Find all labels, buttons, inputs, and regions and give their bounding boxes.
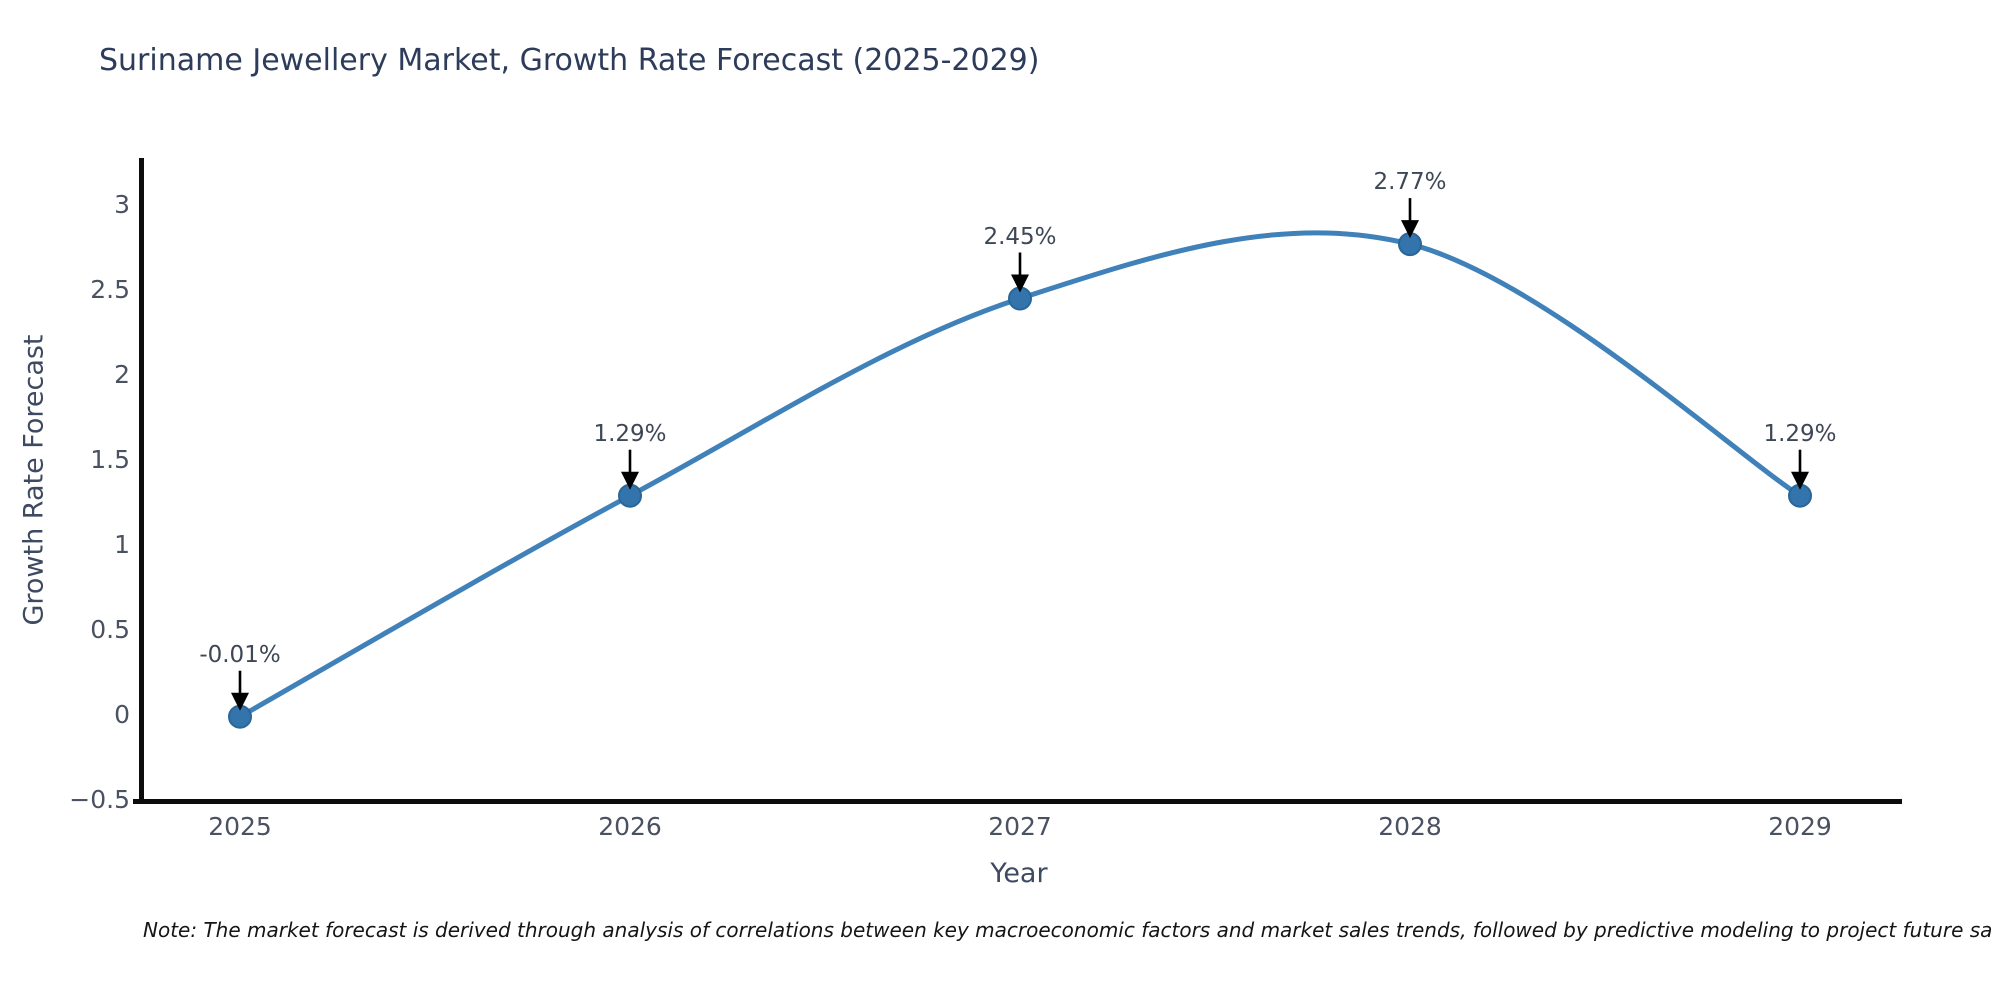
chart-title: Suriname Jewellery Market, Growth Rate F… (99, 43, 1040, 78)
x-tick-label: 2028 (1378, 812, 1442, 841)
y-tick-label: 1 (114, 530, 130, 559)
x-tick-label: 2026 (598, 812, 662, 841)
annotation-arrow-head (621, 471, 639, 490)
point-annotation-label: -0.01% (199, 641, 281, 668)
annotation-arrow-head (1401, 220, 1419, 239)
point-annotation-label: 2.45% (983, 223, 1057, 250)
y-tick-label: 3 (114, 190, 130, 219)
point-annotation-label: 2.77% (1373, 169, 1447, 196)
x-tick-label: 2029 (1768, 812, 1832, 841)
annotation-arrow-head (1791, 471, 1809, 490)
x-tick-label: 2027 (988, 812, 1052, 841)
y-tick-label: 2 (114, 360, 130, 389)
x-tick-label: 2025 (208, 812, 272, 841)
point-annotation-label: 1.29% (1763, 420, 1837, 447)
annotation-arrow-head (231, 692, 249, 711)
y-tick-label: 1.5 (90, 445, 130, 474)
y-tick-label: 0.5 (90, 615, 130, 644)
y-tick-label: −0.5 (69, 785, 130, 814)
footnote: Note: The market forecast is derived thr… (143, 918, 1993, 942)
y-tick-label: 0 (114, 700, 130, 729)
annotation-arrow-head (1011, 274, 1029, 293)
point-annotation-label: 1.29% (593, 420, 667, 447)
x-axis-title: Year (990, 858, 1048, 889)
y-tick-label: 2.5 (90, 275, 130, 304)
